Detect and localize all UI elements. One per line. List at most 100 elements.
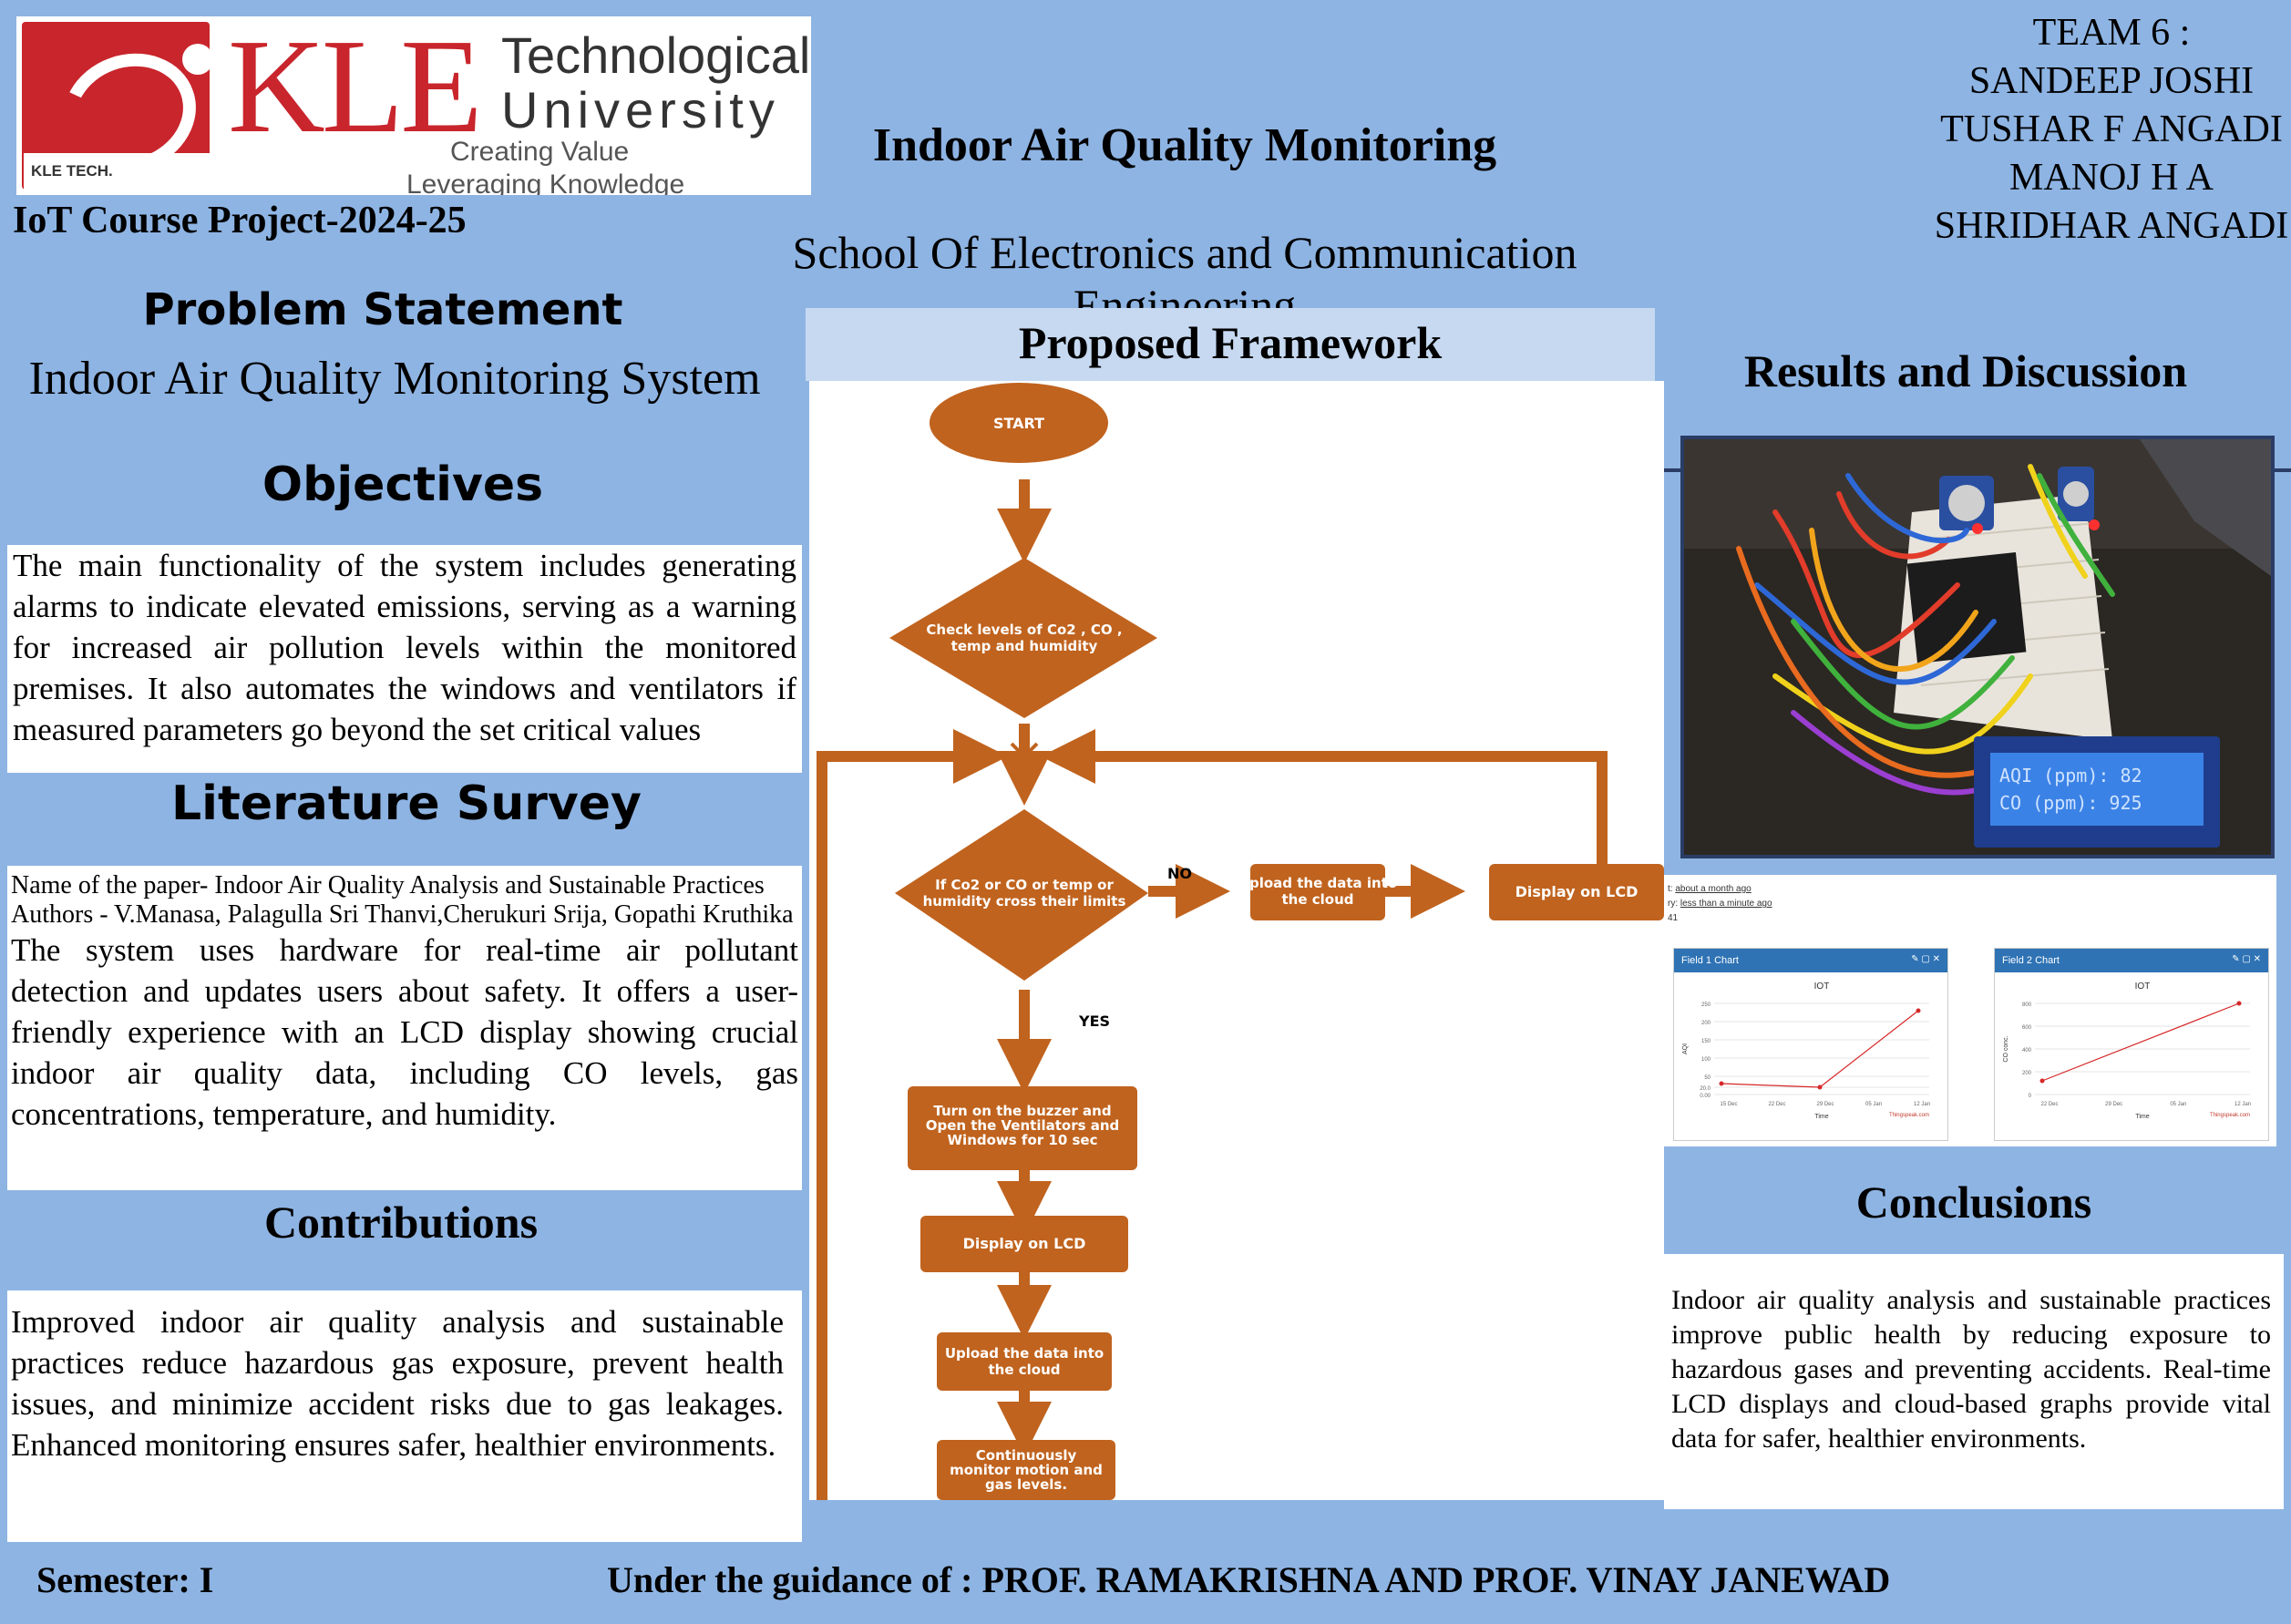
paper-authors: Authors - V.Manasa, Palagulla Sri Thanvi… xyxy=(11,900,794,929)
chart-watermark: Thingspeak.com xyxy=(2210,1113,2250,1118)
y-axis-label: AQI xyxy=(1682,1043,1689,1054)
field1-chart-card: Field 1 Chart ✎ ▢ ✕ IOT 0.00 20.0 50 100 150 2… xyxy=(1673,948,1948,1141)
check-label-1: Check levels of Co2 , CO , xyxy=(926,622,1122,638)
status-row-2: ry: less than a minute ago xyxy=(1668,899,1772,909)
start-label: START xyxy=(993,415,1044,432)
contributions-text: Improved indoor air quality analysis and… xyxy=(11,1304,784,1463)
course-label: IoT Course Project-2024-25 xyxy=(13,200,467,242)
display-right-node xyxy=(1489,864,1664,920)
data-point xyxy=(1817,1084,1823,1090)
logo-tagline-2: Leveraging Knowledge xyxy=(406,170,685,195)
team-block: TEAM 6 : SANDEEP JOSHI TUSHAR F ANGADI M… xyxy=(1932,9,2291,251)
check-label-2: temp and humidity xyxy=(951,638,1098,654)
chart-title: IOT xyxy=(1814,982,1830,992)
contributions-heading: Contributions xyxy=(263,1197,539,1248)
lcd-line-2: CO (ppm): 925 xyxy=(1999,792,2142,814)
footer-bar: Semester: I Under the guidance of : PROF… xyxy=(24,1542,2291,1619)
y-tick-label: 150 xyxy=(1701,1039,1711,1044)
y-tick-label: 200 xyxy=(1701,1021,1711,1026)
kletech-label: KLE TECH. xyxy=(24,153,210,190)
flowchart: START Check levels of Co2 , CO , temp an… xyxy=(809,381,1664,1500)
y-tick-label: 250 xyxy=(1701,1002,1711,1008)
x-tick-label: 05 Jan xyxy=(2170,1102,2186,1107)
monitor-label-2: monitor motion and xyxy=(950,1462,1103,1478)
display-right-label: Display on LCD xyxy=(1515,883,1639,900)
field2-chart-header: Field 2 Chart xyxy=(1995,949,2268,972)
university-logo: KLE TECH. KLE Technological University C… xyxy=(16,16,811,195)
objectives-panel: The main functionality of the system inc… xyxy=(7,545,802,773)
team-member: MANOJ H A xyxy=(2008,157,2214,199)
y-tick-label: 600 xyxy=(2022,1025,2032,1031)
data-point xyxy=(1916,1008,1921,1013)
y-tick-label: 400 xyxy=(2022,1048,2032,1054)
chart-watermark: Thingspeak.com xyxy=(1889,1113,1929,1118)
display-lcd-node xyxy=(920,1216,1128,1272)
literature-panel: Name of the paper- Indoor Air Quality An… xyxy=(7,866,802,1190)
check-node xyxy=(889,558,1157,718)
x-tick-label: 12 Jan xyxy=(1914,1102,1930,1107)
monitor-label-1: Continuously xyxy=(976,1447,1077,1464)
x-tick-label: 22 Dec xyxy=(2040,1102,2058,1107)
display-lcd-label: Display on LCD xyxy=(963,1235,1086,1252)
objectives-heading: Objectives xyxy=(262,457,544,512)
kle-wordmark: KLE xyxy=(228,16,483,161)
thingspeak-panel: t: about a month ago ry: less than a min… xyxy=(1664,875,2276,1146)
field2-chart: IOT 0 200 400 600 800 22 Dec 29 Dec 05 Jan 12 Jan… xyxy=(2003,982,2251,1120)
upload-right-label-1: Upload the data into xyxy=(1238,875,1397,891)
logo-university: University xyxy=(501,81,780,139)
team-member: SANDEEP JOSHI xyxy=(1968,60,2255,102)
y-tick-label: 0.00 xyxy=(1700,1094,1711,1099)
x-tick-label: 12 Jan xyxy=(2234,1102,2251,1107)
status-entries: 41 xyxy=(1668,913,1679,923)
data-point xyxy=(1719,1081,1724,1086)
status-created: about a month ago xyxy=(1675,884,1752,894)
q-dot-icon xyxy=(182,44,213,75)
chart-tools-icon[interactable]: ✎ ▢ ✕ xyxy=(2232,954,2261,964)
decision-label-2: humidity cross their limits xyxy=(923,893,1126,910)
y-tick-label: 100 xyxy=(1701,1057,1711,1063)
buzzer-label-3: Windows for 10 sec xyxy=(948,1132,1098,1148)
yes-label: YES xyxy=(1078,1012,1110,1030)
y-tick-label: 200 xyxy=(2022,1071,2032,1076)
series-line xyxy=(2041,1002,2240,1082)
field2-chart-card: Field 2 Chart ✎ ▢ ✕ IOT 0 200 400 600 800 22 D… xyxy=(1994,948,2269,1141)
x-tick-label: 15 Dec xyxy=(1720,1102,1737,1107)
chart-title: IOT xyxy=(2135,982,2151,992)
hardware-photo: AQI (ppm): 82 CO (ppm): 925 xyxy=(1680,436,2275,858)
x-axis-label: Time xyxy=(1814,1114,1828,1120)
data-point xyxy=(2039,1078,2045,1084)
y-tick-label: 0 xyxy=(2029,1094,2032,1099)
team-label: TEAM 6 : xyxy=(2032,12,2191,54)
merge-mark xyxy=(1010,742,1039,771)
monitor-label-3: gas levels. xyxy=(985,1476,1067,1493)
conclusions-heading: Conclusions xyxy=(1855,1177,2092,1228)
decision-node xyxy=(895,809,1148,981)
field1-chart: IOT 0.00 20.0 50 100 150 200 250 15 Dec 22 Dec 29 … xyxy=(1682,982,1930,1120)
buzzer-label-1: Turn on the buzzer and xyxy=(933,1103,1111,1119)
x-tick-label: 05 Jan xyxy=(1865,1102,1882,1107)
problem-text: Indoor Air Quality Monitoring System xyxy=(28,353,761,405)
literature-heading: Literature Survey xyxy=(171,776,642,831)
conclusions-text: Indoor air quality analysis and sustaina… xyxy=(1671,1285,2271,1454)
no-label: NO xyxy=(1167,865,1192,882)
poster-title: Indoor Air Quality Monitoring xyxy=(872,119,1497,171)
lcd-line-1: AQI (ppm): 82 xyxy=(1999,765,2142,786)
team-member: SHRIDHAR ANGADI xyxy=(1934,205,2289,247)
x-tick-label: 22 Dec xyxy=(1768,1102,1785,1107)
paper-name: Name of the paper- Indoor Air Quality An… xyxy=(11,871,765,899)
chart-tools-icon[interactable]: ✎ ▢ ✕ xyxy=(1911,954,1940,964)
upload-node xyxy=(937,1332,1112,1391)
guidance-label: Under the guidance of : PROF. RAMAKRISHN… xyxy=(607,1559,1891,1600)
field1-chart-header: Field 1 Chart xyxy=(1674,949,1947,972)
hardware-photo-svg: AQI (ppm): 82 CO (ppm): 925 xyxy=(1684,439,2271,855)
x-tick-label: 29 Dec xyxy=(1816,1102,1834,1107)
contributions-panel: Improved indoor air quality analysis and… xyxy=(7,1290,802,1542)
start-node xyxy=(930,383,1108,463)
problem-heading: Problem Statement xyxy=(142,284,623,335)
buzzer-label-2: Open the Ventilators and xyxy=(926,1117,1120,1134)
results-heading: Results and Discussion xyxy=(1743,345,2188,396)
y-axis-label: CO conc. xyxy=(2003,1035,2009,1062)
objectives-text: The main functionality of the system inc… xyxy=(13,548,796,747)
monitor-node xyxy=(937,1440,1115,1500)
upload-label-2: the cloud xyxy=(989,1362,1061,1378)
